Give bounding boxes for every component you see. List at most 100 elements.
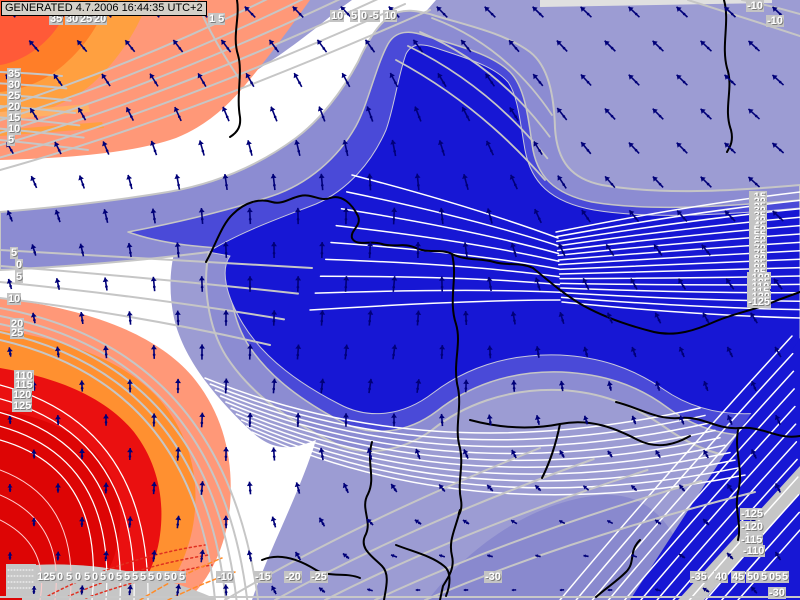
wind-arrow — [532, 73, 544, 87]
wind-arrow — [175, 378, 181, 394]
contour-label: -10 — [766, 15, 784, 27]
wind-arrow — [607, 588, 613, 592]
wind-arrow — [244, 6, 256, 18]
corner-fan-lines-line — [591, 370, 795, 600]
wind-arrow — [391, 413, 397, 427]
wind-arrow — [175, 515, 182, 529]
wind-arrow — [484, 73, 496, 87]
wind-arrow — [461, 106, 471, 122]
wind-arrow — [29, 107, 39, 121]
wind-arrow — [700, 176, 712, 188]
contour-label: 120 — [12, 389, 33, 401]
contour-label: 10 — [7, 293, 22, 305]
band-c-stripes-line — [556, 216, 800, 247]
corner-fan-lines-line — [559, 335, 793, 600]
wind-arrow — [151, 413, 157, 427]
contour-label: 5 — [781, 571, 790, 583]
wind-arrow — [726, 415, 733, 425]
contour-label: 5 — [15, 271, 24, 283]
wind-arrow — [631, 415, 637, 425]
border-bottom-right-vertical — [595, 539, 641, 598]
wind-arrow — [509, 107, 519, 121]
wind-arrow — [6, 278, 13, 290]
wind-arrow — [413, 106, 422, 122]
wind-arrow — [747, 176, 761, 188]
swblob-gray-arcs-line — [0, 339, 216, 600]
wind-arrow — [606, 519, 614, 525]
wind-arrow — [295, 276, 302, 292]
wind-arrow — [54, 278, 61, 290]
border-east-branch — [735, 429, 741, 541]
wind-arrow — [654, 588, 662, 592]
wind-arrow — [723, 142, 737, 154]
contour-label: 25 — [10, 327, 25, 339]
swblob-gray-arcs-line — [0, 323, 238, 600]
contour-label: -30 — [484, 571, 502, 583]
wind-arrow — [773, 278, 783, 290]
wind-arrow — [223, 310, 229, 326]
wind-arrow — [246, 207, 253, 225]
wind-arrow — [318, 517, 326, 527]
wind-arrow — [676, 142, 688, 154]
wind-arrow — [220, 39, 232, 53]
wind-arrow — [150, 276, 157, 292]
wind-arrow — [771, 74, 785, 86]
contour-label: -15 — [254, 571, 272, 583]
wind-arrow — [415, 310, 422, 326]
swath-red-dotted-line — [47, 544, 206, 597]
contour-label: -5 — [368, 10, 380, 22]
wind-arrow — [627, 6, 641, 18]
left-mid-line — [0, 265, 299, 295]
wind-arrow — [31, 586, 37, 594]
wind-arrow — [438, 276, 445, 292]
wind-arrow — [222, 242, 229, 258]
wind-arrow — [174, 310, 181, 326]
wind-arrow — [246, 550, 253, 562]
wind-arrow — [127, 448, 133, 460]
wind-arrow — [30, 312, 37, 324]
corner-fan-lines-line — [575, 352, 794, 600]
wind-arrow — [151, 481, 158, 495]
wind-arrow — [391, 276, 398, 292]
wind-arrow — [366, 448, 373, 460]
wind-arrow — [101, 73, 111, 87]
wind-arrow — [606, 312, 613, 324]
contour-label: -120 — [740, 521, 765, 533]
pinch-converge-line — [335, 224, 560, 262]
wind-arrow — [7, 415, 13, 425]
wind-arrow — [415, 588, 421, 592]
wind-arrow — [486, 345, 493, 359]
wind-arrow — [484, 6, 496, 18]
wind-arrow — [55, 415, 61, 425]
wind-arrow — [102, 141, 110, 155]
wind-arrow — [366, 173, 373, 191]
wind-arrow — [675, 6, 689, 18]
wind-arrow — [460, 39, 472, 53]
contour-label: 0 — [74, 571, 83, 583]
wind-arrow — [438, 483, 446, 493]
band-c-stripes-line — [560, 287, 800, 294]
wind-arrow — [703, 449, 709, 459]
south-fan-line — [251, 431, 746, 496]
contour-label: -110 — [742, 545, 766, 557]
wind-arrow — [605, 243, 615, 257]
wind-arrow — [367, 310, 374, 326]
wind-arrow — [533, 208, 542, 224]
wind-arrow — [653, 243, 663, 257]
wind-arrow — [247, 344, 254, 360]
topleft-gray-band-line — [0, 0, 304, 122]
wind-arrow — [199, 344, 205, 360]
contour-label: 5 — [350, 10, 359, 22]
wind-arrow — [172, 39, 184, 53]
south-fan-line — [246, 425, 741, 489]
contour-label: 25 — [79, 13, 94, 25]
wind-arrow — [630, 484, 638, 492]
wind-arrow — [486, 276, 493, 292]
wind-arrow — [702, 587, 710, 593]
wind-arrow — [295, 413, 301, 427]
wind-arrow — [223, 515, 229, 529]
left-top-short-line — [0, 105, 76, 114]
wind-arrow — [582, 485, 590, 491]
contour-label: -35 — [690, 571, 708, 583]
contour-label: 125 — [12, 400, 33, 412]
